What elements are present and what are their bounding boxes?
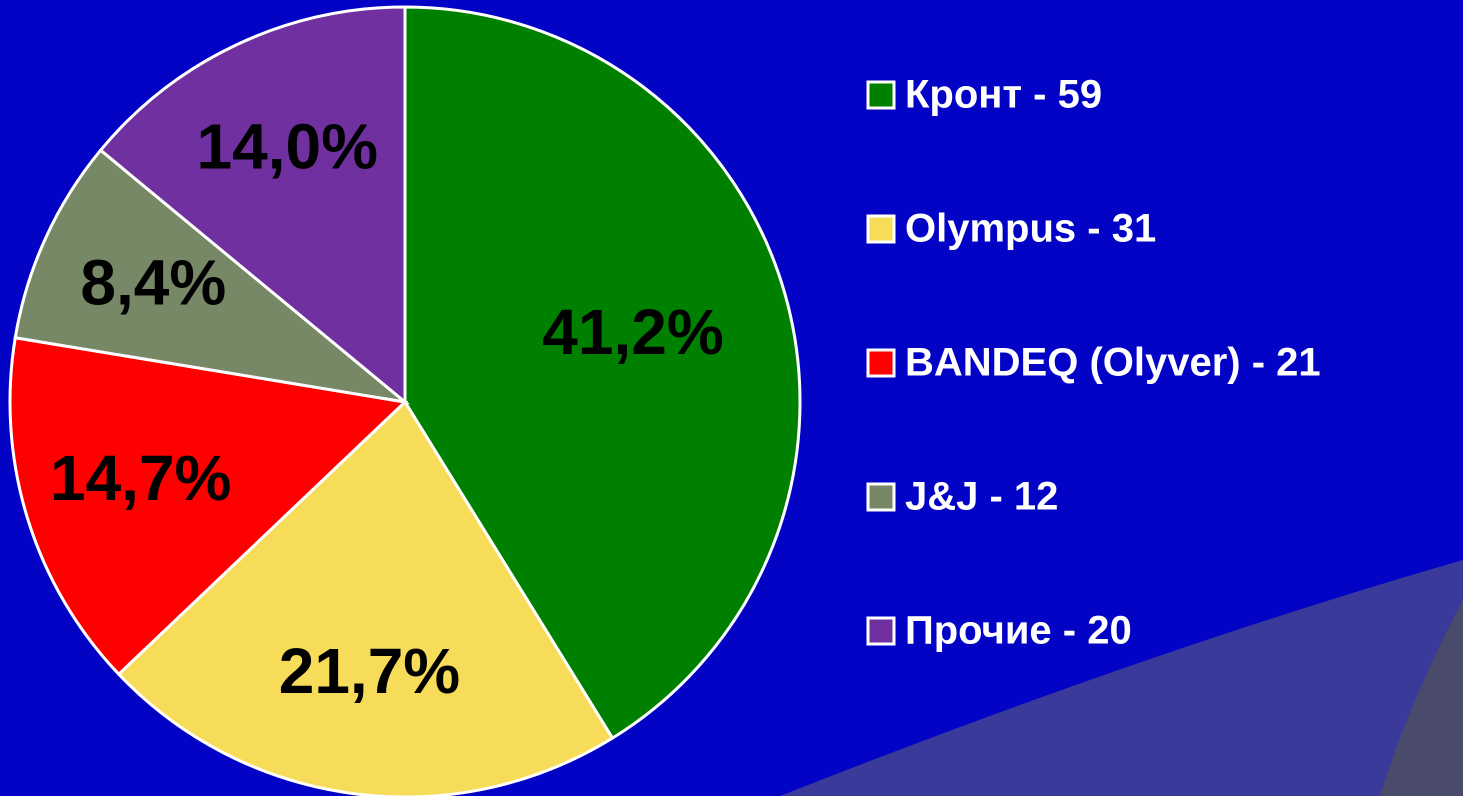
decor-swoosh [780, 560, 1463, 796]
data-label: 21,7% [279, 635, 460, 707]
pie-slice [8, 336, 409, 677]
legend-swatch [866, 482, 896, 512]
legend-swatch [866, 80, 896, 110]
pie: 41,2% 21,7% 14,7% 8,4% 14,0% [8, 5, 802, 796]
legend-label: Кронт - 59 [905, 73, 1102, 117]
decor-swoosh-dark [1380, 600, 1463, 796]
legend-label: BANDEQ (Olyver) - 21 [905, 341, 1321, 385]
legend-swatch [866, 348, 896, 378]
pie-slice [98, 5, 407, 406]
legend-label: J&J - 12 [905, 475, 1058, 519]
pie-slice [403, 5, 802, 741]
data-label: 14,0% [197, 111, 378, 183]
data-label: 8,4% [80, 246, 226, 318]
data-label: 41,2% [542, 296, 723, 368]
legend-label: Olympus - 31 [905, 207, 1156, 251]
pie-slice [13, 148, 411, 405]
legend: Кронт - 59 Olympus - 31 BANDEQ (Olyver) - … [866, 73, 1321, 653]
pie-slice [116, 399, 615, 796]
legend-swatch [866, 214, 896, 244]
data-label: 14,7% [50, 442, 231, 514]
legend-swatch [866, 616, 896, 646]
legend-label: Прочие - 20 [905, 609, 1132, 653]
